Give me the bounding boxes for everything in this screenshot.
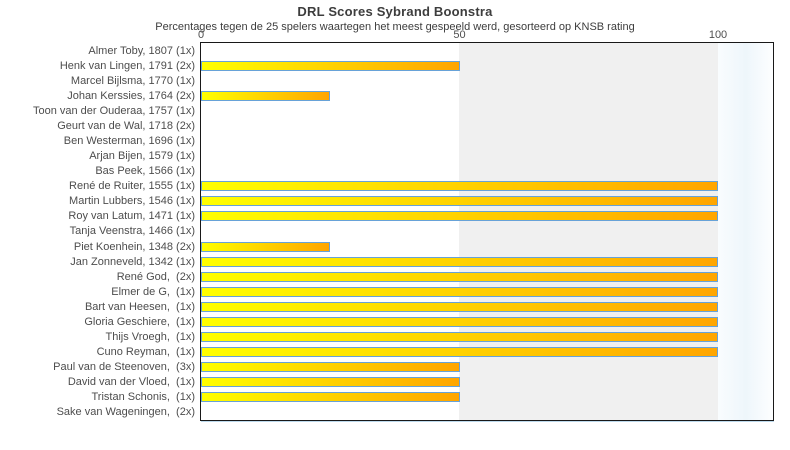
y-axis-label: Henk van Lingen, 1791 (2x): [59, 59, 195, 72]
bar-row: [201, 239, 773, 254]
bar: [201, 211, 718, 222]
bar: [201, 256, 718, 267]
y-axis-label: Bas Peek, 1566 (1x): [95, 165, 195, 178]
bar-row: [201, 103, 773, 118]
y-axis-label: René de Ruiter, 1555 (1x): [69, 180, 195, 193]
bar-row: [201, 299, 773, 314]
y-axis-label: Cuno Reyman, (1x): [96, 346, 195, 359]
bar: [201, 362, 460, 373]
bar-row: [201, 209, 773, 224]
y-axis-label: Elmer de G, (1x): [111, 285, 195, 298]
bar: [201, 271, 718, 282]
bar: [201, 301, 718, 312]
chart-title: DRL Scores Sybrand Boonstra: [297, 4, 493, 19]
y-axis-label: Arjan Bijen, 1579 (1x): [89, 150, 195, 163]
y-axis-label: Thijs Vroegh, (1x): [105, 331, 195, 344]
bar: [201, 196, 718, 207]
bar-row: [201, 164, 773, 179]
bar-row: [201, 88, 773, 103]
bar: [201, 347, 718, 358]
bar-row: [201, 194, 773, 209]
y-axis-label: Sake van Wageningen, (2x): [56, 406, 195, 419]
y-axis-label: Tristan Schonis, (1x): [91, 391, 195, 404]
bar-row: [201, 133, 773, 148]
bar-row: [201, 360, 773, 375]
bar: [201, 332, 718, 343]
bar-row: [201, 375, 773, 390]
bar: [201, 392, 460, 403]
y-axis-label: Bart van Heesen, (1x): [84, 300, 195, 313]
y-axis-label: Ben Westerman, 1696 (1x): [63, 135, 195, 147]
bar-row: [201, 118, 773, 133]
bar-row: [201, 254, 773, 269]
bar: [201, 377, 460, 388]
bar-row: [201, 390, 773, 405]
x-axis-tick-label: 100: [708, 29, 728, 41]
y-axis-label: Toon van der Ouderaa, 1757 (1x): [32, 104, 195, 117]
plot-area: [200, 42, 774, 421]
bar: [201, 316, 718, 327]
y-axis-label: Paul van de Steenoven, (3x): [53, 361, 195, 374]
bar-row: [201, 405, 773, 420]
y-axis-label: Tanja Veenstra, 1466 (1x): [69, 225, 195, 238]
plot-shadow: [201, 421, 774, 422]
bar-row: [201, 179, 773, 194]
bar-row: [201, 224, 773, 239]
y-axis-label: Jan Zonneveld, 1342 (1x): [70, 255, 195, 268]
bar-row: [201, 329, 773, 344]
bar: [201, 90, 331, 101]
bar: [201, 181, 718, 192]
bar-row: [201, 73, 773, 88]
bar-row: [201, 284, 773, 299]
bar-row: [201, 149, 773, 164]
y-axis-label: Johan Kerssies, 1764 (2x): [67, 89, 195, 102]
y-axis-label: Marcel Bijlsma, 1770 (1x): [70, 74, 195, 87]
bar-row: [201, 43, 773, 58]
bar-row: [201, 58, 773, 73]
y-axis-label: David van der Vloed, (1x): [67, 376, 195, 389]
y-axis-label: Gloria Geschiere, (1x): [84, 315, 195, 328]
x-axis-tick-label: 0: [197, 29, 205, 41]
y-axis-labels: Almer Toby, 1807 (1x) Henk van Lingen, 17…: [0, 43, 195, 420]
y-axis-label: Martin Lubbers, 1546 (1x): [69, 195, 195, 208]
bar-row: [201, 314, 773, 329]
bar: [201, 60, 460, 71]
chart-subtitle: Percentages tegen de 25 spelers waartege…: [155, 21, 635, 33]
bar-row: [201, 345, 773, 360]
y-axis-label: Roy van Latum, 1471 (1x): [68, 210, 195, 223]
bar-row: [201, 269, 773, 284]
x-axis-tick-label: 50: [453, 29, 466, 41]
y-axis-label: Almer Toby, 1807 (1x): [88, 44, 195, 57]
bar: [201, 286, 718, 297]
y-axis-label: Geurt van de Wal, 1718 (2x): [57, 119, 195, 132]
y-axis-label: René God, (2x): [116, 270, 195, 283]
y-axis-label: Piet Koenhein, 1348 (2x): [73, 240, 195, 253]
bar: [201, 241, 331, 252]
